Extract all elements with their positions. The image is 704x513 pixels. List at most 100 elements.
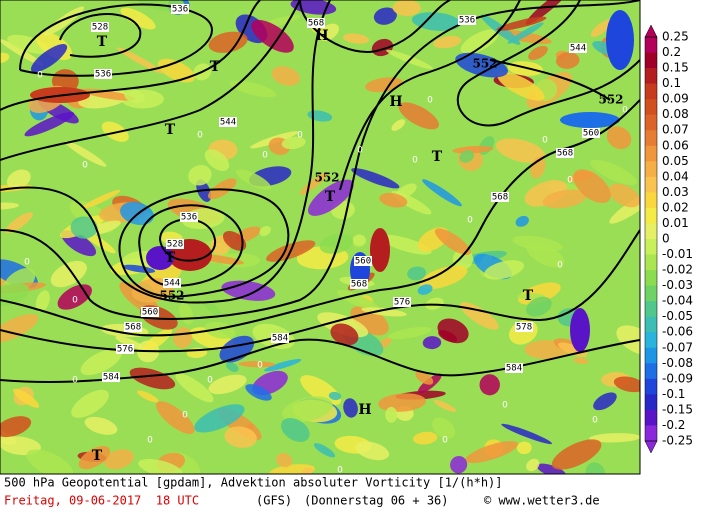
colorbar-label: 0.01 xyxy=(662,216,689,230)
vorticity-patch xyxy=(417,284,433,295)
contour xyxy=(0,0,261,111)
vorticity-patch xyxy=(194,404,245,433)
vorticity-patch xyxy=(259,225,271,237)
contour-label: 544 xyxy=(220,118,236,128)
contour-label: 536 xyxy=(95,70,111,80)
vorticity-patch xyxy=(352,234,366,246)
zero-label: 0 xyxy=(72,296,78,306)
vorticity-patch xyxy=(512,235,563,252)
vorticity-patch xyxy=(361,307,407,317)
vorticity-patch xyxy=(204,321,236,339)
vorticity-patch xyxy=(526,458,540,472)
vorticity-patch xyxy=(555,52,580,69)
vorticity-patch xyxy=(355,441,390,461)
footer-run: (Donnerstag 06 + 36) xyxy=(304,494,449,508)
colorbar-segment xyxy=(645,114,657,131)
vorticity-patch xyxy=(459,150,475,163)
vorticity-patch xyxy=(613,376,640,393)
vorticity-patch xyxy=(224,426,257,448)
vorticity-patch xyxy=(0,202,20,210)
contour-label: 568 xyxy=(308,19,324,29)
vorticity-patch xyxy=(0,283,30,307)
colorbar-segment xyxy=(645,316,657,333)
contour-label: 552 xyxy=(159,289,184,303)
vorticity-patch xyxy=(71,389,109,418)
colorbar-segment xyxy=(645,254,657,271)
colorbar-segment xyxy=(645,394,657,411)
colorbar-label: 0.07 xyxy=(662,123,689,137)
vorticity-patch xyxy=(573,357,589,364)
contour xyxy=(339,0,521,191)
vorticity-patch xyxy=(35,290,50,313)
colorbar-label: -0.06 xyxy=(662,325,693,339)
contour-label: 528 xyxy=(92,23,108,33)
zero-label: 0 xyxy=(592,416,598,426)
colorbar-label: 0.25 xyxy=(662,30,689,44)
zero-label: 0 xyxy=(72,376,78,386)
vorticity-patch xyxy=(495,138,546,163)
vorticity-patch xyxy=(496,16,547,31)
height-contours xyxy=(0,0,640,384)
contour-label-bg xyxy=(393,297,411,307)
pressure-center: T xyxy=(325,189,336,205)
contour xyxy=(0,0,331,304)
vorticity-patch xyxy=(276,453,293,468)
vorticity-patch xyxy=(608,183,640,208)
contour-label: 544 xyxy=(570,44,586,54)
vorticity-field xyxy=(0,0,640,474)
vorticity-patch xyxy=(124,89,145,104)
colorbar-label: -0.07 xyxy=(662,340,693,354)
vorticity-patch xyxy=(104,449,134,470)
vorticity-patch xyxy=(238,361,276,368)
vorticity-patch xyxy=(388,326,432,340)
vorticity-patch xyxy=(245,384,272,401)
vorticity-patch xyxy=(319,233,354,254)
vorticity-patch xyxy=(308,179,354,216)
vorticity-patch xyxy=(419,265,468,290)
contour-label-bg xyxy=(354,256,372,266)
contour-label: 568 xyxy=(492,193,508,203)
vorticity-patch xyxy=(301,467,314,474)
pressure-center: T xyxy=(210,59,221,75)
vorticity-patch xyxy=(0,416,32,438)
contour-label: 568 xyxy=(125,323,141,333)
colorbar-label: 0.2 xyxy=(662,45,681,59)
contour-label-bg xyxy=(171,4,189,14)
zero-label: 0 xyxy=(557,261,563,271)
zero-label: 0 xyxy=(442,436,448,446)
vorticity-patch xyxy=(373,7,397,25)
vorticity-patch xyxy=(203,301,221,316)
vorticity-patch xyxy=(432,417,456,439)
vorticity-patch xyxy=(0,52,10,64)
vorticity-patch xyxy=(413,431,438,445)
vorticity-patch xyxy=(251,19,294,53)
vorticity-patch xyxy=(136,390,159,403)
colorbar-label: -0.25 xyxy=(662,434,693,448)
vorticity-patch xyxy=(385,406,398,423)
vorticity-patch xyxy=(175,373,214,403)
zero-label: 0 xyxy=(467,216,473,226)
vorticity-patch xyxy=(438,330,458,343)
vorticity-patch xyxy=(281,136,306,150)
vorticity-patch xyxy=(189,327,235,351)
vorticity-patch xyxy=(0,38,44,66)
zero-label: 0 xyxy=(207,376,213,386)
pressure-center: H xyxy=(315,28,328,44)
zero-label: 0 xyxy=(357,146,363,156)
vorticity-patch xyxy=(208,374,247,395)
vorticity-patch xyxy=(573,169,611,204)
pressure-center: T xyxy=(97,34,108,50)
colorbar-segment xyxy=(645,363,657,380)
colorbar-label: 0.02 xyxy=(662,200,689,214)
vorticity-patch xyxy=(13,388,40,408)
colorbar-label: 0 xyxy=(662,232,670,246)
vorticity-patch xyxy=(204,149,230,171)
pressure-center: H xyxy=(389,94,402,110)
vorticity-patch xyxy=(80,348,122,376)
colorbar-segment xyxy=(645,99,657,116)
zero-label: 0 xyxy=(622,106,628,116)
vorticity-patch xyxy=(115,335,145,350)
zero-label: 0 xyxy=(82,161,88,171)
vorticity-patch xyxy=(26,449,74,474)
vorticity-patch xyxy=(120,7,156,30)
